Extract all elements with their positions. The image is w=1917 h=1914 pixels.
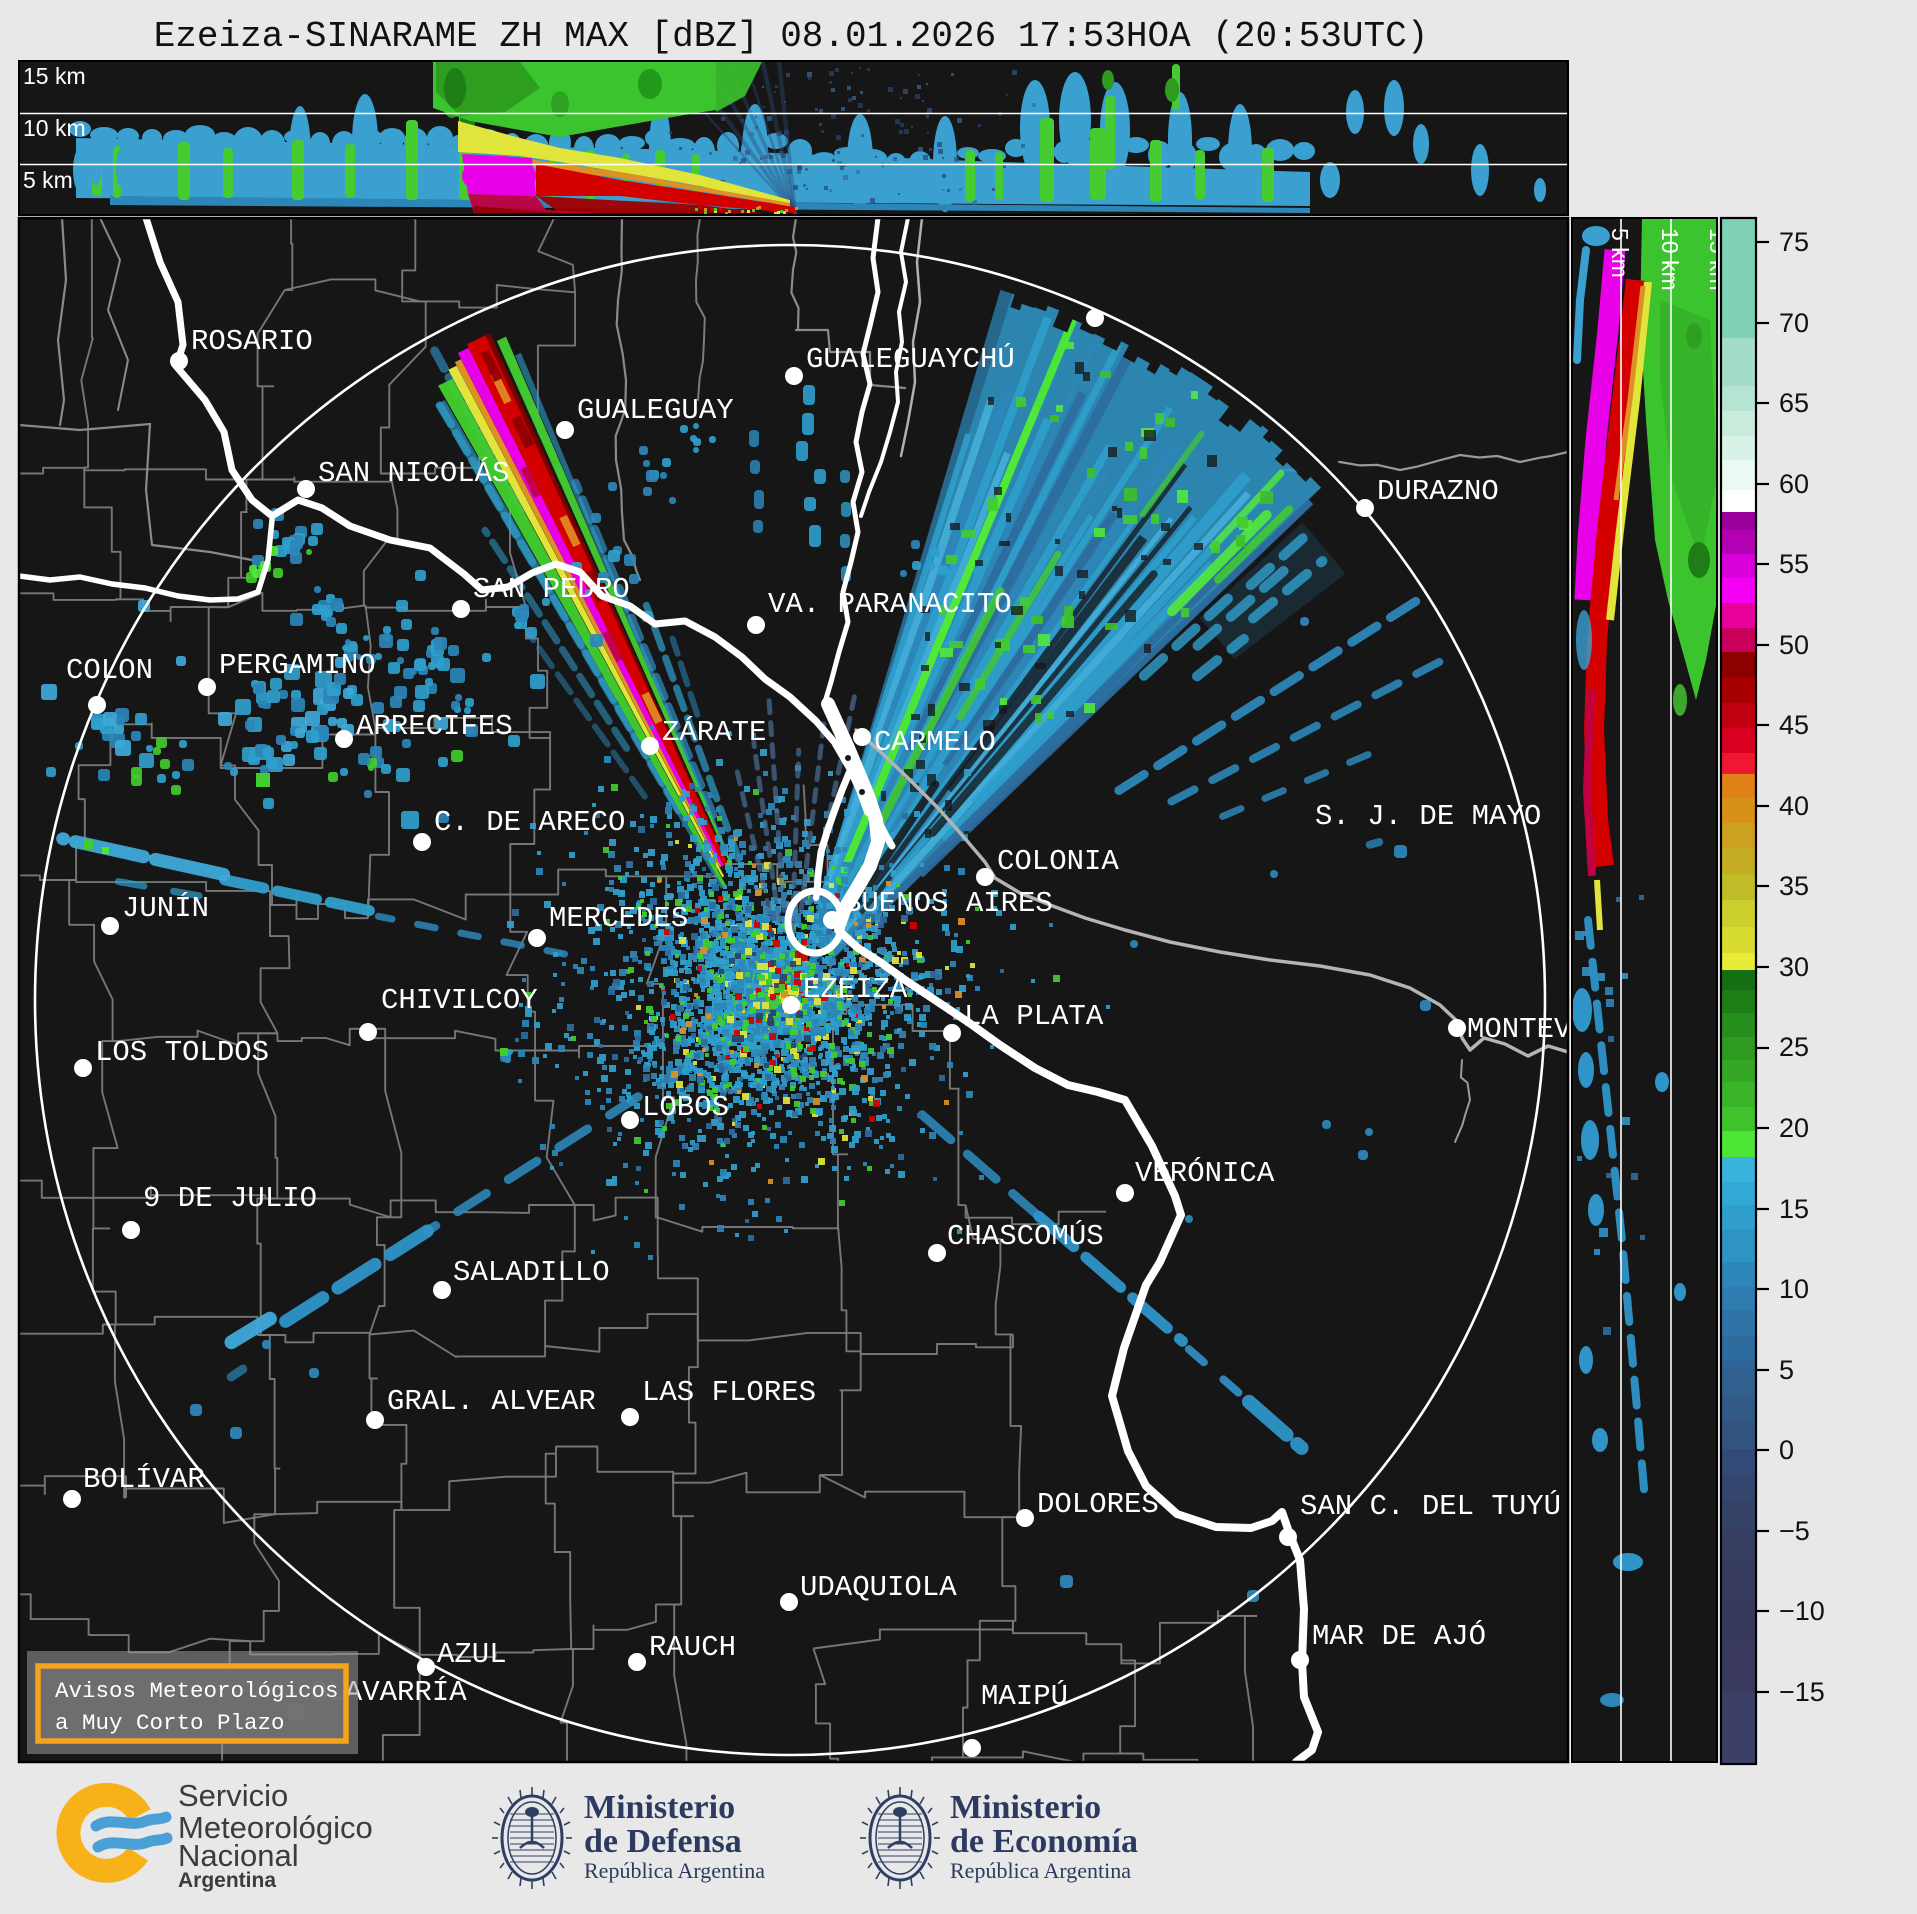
svg-text:45: 45 — [1779, 710, 1809, 740]
svg-text:ARRECIFES: ARRECIFES — [356, 710, 513, 743]
svg-text:EZEIZA: EZEIZA — [803, 973, 908, 1006]
svg-text:15 km: 15 km — [1705, 228, 1731, 291]
svg-text:Nacional: Nacional — [178, 1838, 299, 1873]
svg-text:15 km: 15 km — [23, 63, 86, 89]
svg-text:RAUCH: RAUCH — [649, 1631, 736, 1664]
svg-text:35: 35 — [1779, 871, 1809, 901]
svg-text:Meteorológico: Meteorológico — [178, 1810, 373, 1845]
svg-text:DURAZNO: DURAZNO — [1377, 475, 1499, 508]
svg-text:C. DE ARECO: C. DE ARECO — [434, 806, 625, 839]
svg-text:Servicio: Servicio — [178, 1778, 288, 1813]
svg-text:15: 15 — [1779, 1194, 1809, 1224]
svg-text:30: 30 — [1779, 952, 1809, 982]
svg-text:CHIVILCOY: CHIVILCOY — [381, 984, 538, 1017]
svg-text:ZÁRATE: ZÁRATE — [662, 715, 766, 749]
svg-text:Avisos Meteorológicos: Avisos Meteorológicos — [55, 1678, 339, 1704]
svg-text:VERÓNICA: VERÓNICA — [1135, 1156, 1275, 1190]
svg-text:MERCEDES: MERCEDES — [549, 902, 688, 935]
svg-text:DOLORES: DOLORES — [1037, 1488, 1159, 1521]
svg-text:COLONIA: COLONIA — [997, 845, 1119, 878]
svg-text:Ministerio: Ministerio — [950, 1789, 1101, 1826]
svg-text:SAN PEDRO: SAN PEDRO — [473, 573, 630, 606]
svg-text:VA. PARANACITO: VA. PARANACITO — [768, 588, 1012, 621]
svg-text:25: 25 — [1779, 1032, 1809, 1062]
svg-text:−10: −10 — [1779, 1596, 1825, 1626]
svg-text:0: 0 — [1779, 1435, 1794, 1465]
svg-text:65: 65 — [1779, 388, 1809, 418]
svg-text:10: 10 — [1779, 1274, 1809, 1304]
svg-text:Argentina: Argentina — [178, 1869, 276, 1892]
svg-text:JUNÍN: JUNÍN — [122, 891, 209, 925]
svg-text:de Defensa: de Defensa — [584, 1823, 742, 1860]
svg-text:70: 70 — [1779, 308, 1809, 338]
svg-text:−5: −5 — [1779, 1516, 1810, 1546]
svg-text:UDAQUIOLA: UDAQUIOLA — [800, 1571, 957, 1604]
svg-text:LA PLATA: LA PLATA — [964, 1000, 1104, 1033]
svg-text:GUALEGUAYCHÚ: GUALEGUAYCHÚ — [806, 342, 1015, 376]
svg-text:LAS FLORES: LAS FLORES — [642, 1376, 816, 1409]
svg-text:CHASCOMÚS: CHASCOMÚS — [947, 1219, 1104, 1253]
svg-text:GUALEGUAY: GUALEGUAY — [577, 394, 734, 427]
svg-text:AZUL: AZUL — [437, 1638, 507, 1671]
svg-text:−15: −15 — [1779, 1677, 1825, 1707]
svg-text:60: 60 — [1779, 469, 1809, 499]
svg-text:MAR DE AJÓ: MAR DE AJÓ — [1312, 1619, 1486, 1653]
svg-text:COLON: COLON — [66, 654, 153, 687]
svg-text:República Argentina: República Argentina — [950, 1858, 1131, 1883]
svg-text:9 DE JULIO: 9 DE JULIO — [143, 1182, 317, 1215]
svg-text:Ezeiza-SINARAME ZH MAX [dBZ] 0: Ezeiza-SINARAME ZH MAX [dBZ] 08.01.2026 … — [154, 16, 1429, 57]
svg-text:40: 40 — [1779, 791, 1809, 821]
svg-text:BUENOS AIRES: BUENOS AIRES — [844, 887, 1053, 920]
svg-text:5: 5 — [1779, 1355, 1794, 1385]
svg-text:Ministerio: Ministerio — [584, 1789, 735, 1826]
svg-text:10 km: 10 km — [1657, 228, 1683, 291]
svg-text:CARMELO: CARMELO — [874, 726, 996, 759]
svg-text:75: 75 — [1779, 227, 1809, 257]
svg-text:5 km: 5 km — [1607, 228, 1633, 278]
svg-text:República Argentina: República Argentina — [584, 1858, 765, 1883]
svg-text:S. J. DE MAYO: S. J. DE MAYO — [1315, 800, 1541, 833]
svg-text:GRAL. ALVEAR: GRAL. ALVEAR — [387, 1385, 596, 1418]
svg-text:50: 50 — [1779, 630, 1809, 660]
svg-text:LOBOS: LOBOS — [642, 1091, 729, 1124]
svg-text:20: 20 — [1779, 1113, 1809, 1143]
svg-text:SALADILLO: SALADILLO — [453, 1256, 610, 1289]
svg-text:PERGAMINO: PERGAMINO — [219, 649, 376, 682]
svg-text:SAN NICOLÁS: SAN NICOLÁS — [318, 456, 509, 490]
svg-text:SAN C. DEL TUYÚ: SAN C. DEL TUYÚ — [1300, 1489, 1561, 1523]
svg-text:LOS TOLDOS: LOS TOLDOS — [95, 1036, 269, 1069]
svg-text:BOLÍVAR: BOLÍVAR — [83, 1462, 205, 1496]
svg-text:10 km: 10 km — [23, 115, 86, 141]
svg-text:MAIPÚ: MAIPÚ — [981, 1679, 1068, 1713]
svg-text:ROSARIO: ROSARIO — [191, 325, 313, 358]
svg-text:de Economía: de Economía — [950, 1823, 1138, 1860]
svg-text:55: 55 — [1779, 549, 1809, 579]
svg-text:5 km: 5 km — [23, 167, 73, 193]
svg-text:MONTEVIDEO: MONTEVIDEO — [1467, 1013, 1641, 1046]
svg-text:a Muy Corto Plazo: a Muy Corto Plazo — [55, 1710, 285, 1736]
